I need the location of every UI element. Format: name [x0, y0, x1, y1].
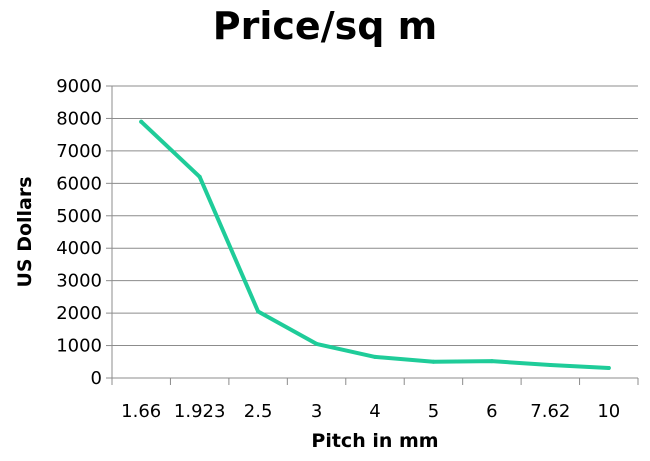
x-tick-label: 6	[486, 401, 497, 422]
x-tick-label: 10	[597, 401, 620, 422]
data-point	[139, 119, 144, 124]
x-tick-label: 7.62	[530, 401, 570, 422]
data-point	[606, 365, 611, 370]
data-point	[256, 309, 261, 314]
x-tick-label: 1.923	[174, 401, 226, 422]
y-tick-label: 2000	[56, 303, 102, 324]
gridlines	[112, 85, 638, 347]
y-tick-label: 1000	[56, 336, 102, 357]
series	[139, 119, 611, 370]
x-tick-label: 1.66	[121, 401, 161, 422]
data-point	[548, 363, 553, 368]
series-line	[139, 119, 611, 370]
data-point	[431, 359, 436, 364]
y-tick-label: 4000	[56, 238, 102, 259]
x-tick-label: 2.5	[244, 401, 273, 422]
y-tick-labels: 0 1000 2000 3000 4000 5000 6000 7000 8000 9000	[56, 76, 102, 389]
x-tick-label: 3	[311, 401, 322, 422]
y-tick-label: 3000	[56, 271, 102, 292]
y-tick-label: 5000	[56, 206, 102, 227]
x-axis-label: Pitch in mm	[311, 430, 439, 452]
x-tick-label: 4	[369, 401, 380, 422]
data-point	[314, 341, 319, 346]
data-point	[197, 174, 202, 179]
axes	[106, 85, 639, 385]
y-tick-label: 9000	[56, 76, 102, 97]
y-tick-label: 0	[91, 368, 102, 389]
data-point	[373, 354, 377, 359]
x-tick-labels: 1.66 1.923 2.5 3 4 5 6 7.62 10	[121, 401, 620, 422]
y-tick-label: 7000	[56, 141, 102, 162]
y-tick-label: 6000	[56, 173, 102, 194]
chart-title: Price/sq m	[212, 4, 438, 48]
y-tick-label: 8000	[56, 108, 102, 129]
x-tick-label: 5	[428, 401, 439, 422]
data-point	[489, 359, 494, 364]
